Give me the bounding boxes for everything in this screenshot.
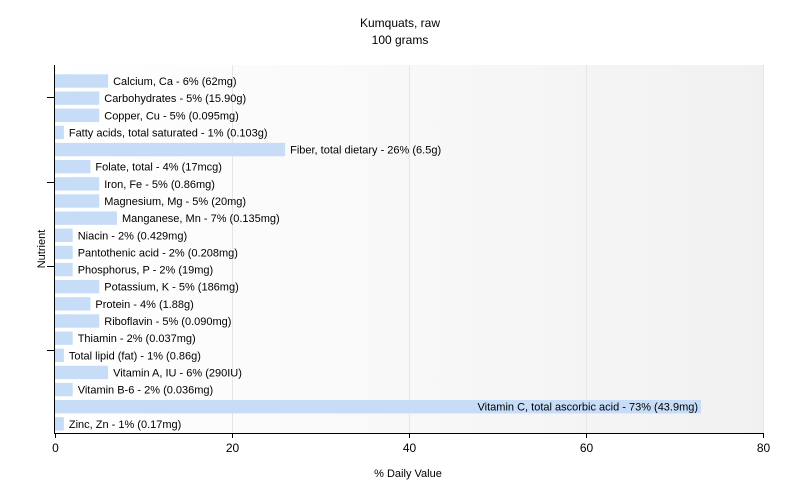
bar: [55, 211, 117, 225]
bar: [55, 194, 100, 208]
bar-label: Total lipid (fat) - 1% (0.86g): [69, 350, 201, 362]
bar: [55, 348, 64, 362]
bar-label: Iron, Fe - 5% (0.86mg): [104, 179, 215, 191]
bar: [55, 262, 73, 277]
bar-label: Magnesium, Mg - 5% (20mg): [104, 196, 246, 208]
x-axis-ticks: 0 20 40 60 80: [52, 433, 770, 455]
y-axis-label: Nutrient: [36, 230, 48, 269]
x-axis-label: % Daily Value: [374, 468, 442, 480]
bar: [55, 228, 73, 242]
bar-label: Folate, total - 4% (17mcg): [95, 162, 222, 174]
bar: [55, 280, 100, 294]
bar-label: Vitamin C, total ascorbic acid - 73% (43…: [478, 402, 699, 414]
bar-label: Pantothenic acid - 2% (0.208mg): [78, 247, 238, 259]
bar: [55, 160, 91, 174]
bar: [55, 365, 109, 380]
x-tick-label: 0: [52, 441, 59, 455]
x-tick-label: 80: [757, 441, 771, 455]
bar-label: Copper, Cu - 5% (0.095mg): [104, 110, 239, 122]
bar: [55, 382, 73, 397]
bar-label: Riboflavin - 5% (0.090mg): [104, 316, 231, 328]
bar-label: Calcium, Ca - 6% (62mg): [113, 76, 236, 88]
bar: [55, 314, 100, 328]
chart-title: Kumquats, raw: [360, 16, 440, 30]
bar: [55, 177, 100, 191]
x-tick-label: 20: [226, 441, 240, 455]
axes: [47, 65, 763, 434]
bar-label: Thiamin - 2% (0.037mg): [78, 333, 196, 345]
bar: [55, 91, 100, 105]
bar: [55, 400, 702, 414]
bar-label: Phosphorus, P - 2% (19mg): [78, 265, 214, 277]
bar-label: Zinc, Zn - 1% (0.17mg): [69, 419, 181, 431]
bar: [55, 245, 73, 260]
x-tick-label: 60: [580, 441, 594, 455]
bar-label: Niacin - 2% (0.429mg): [78, 230, 187, 242]
bars: Calcium, Ca - 6% (62mg) Carbohydrates - 5…: [55, 74, 702, 431]
bar-label: Vitamin A, IU - 6% (290IU): [113, 367, 242, 379]
bar-label: Fatty acids, total saturated - 1% (0.103…: [69, 127, 268, 139]
bar: [55, 331, 73, 345]
bar: [55, 297, 91, 311]
gridlines: [232, 65, 764, 433]
bar-label: Protein - 4% (1.88g): [95, 299, 193, 311]
bar-label: Carbohydrates - 5% (15.90g): [104, 93, 246, 105]
x-tick-label: 40: [403, 441, 417, 455]
bar: [55, 108, 100, 122]
bar-label: Vitamin B-6 - 2% (0.036mg): [78, 385, 214, 397]
chart-subtitle: 100 grams: [372, 33, 429, 47]
bar-label: Manganese, Mn - 7% (0.135mg): [122, 213, 280, 225]
bar-label: Fiber, total dietary - 26% (6.5g): [290, 145, 441, 157]
bar: [55, 142, 286, 157]
bar: [55, 125, 64, 140]
bar-label: Potassium, K - 5% (186mg): [104, 282, 239, 294]
bar: [55, 417, 64, 431]
bar: [55, 74, 109, 88]
